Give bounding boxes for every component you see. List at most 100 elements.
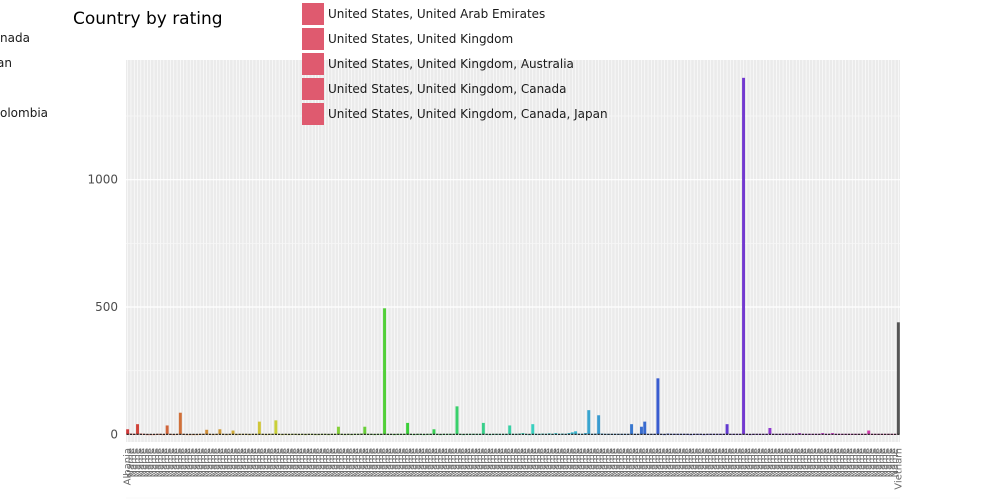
x-tick-label: Name: [748, 448, 759, 478]
x-tick-label: Name: [189, 448, 200, 478]
x-tick-label: Name: [778, 448, 789, 478]
x-tick-label: Name: [393, 448, 404, 478]
x-tick-label: Name: [287, 448, 298, 478]
x-tick-label: Name: [172, 448, 183, 478]
x-tick-label: Name: [623, 448, 634, 478]
x-tick-label: Name: [531, 448, 542, 478]
x-tick-label: Name: [498, 448, 509, 478]
x-tick-label: Name: [768, 448, 779, 478]
bar: [383, 308, 387, 435]
x-tick-label: Name: [804, 448, 815, 478]
bar: [821, 433, 825, 435]
x-tick-label: Name: [208, 448, 219, 478]
x-tick-label: Name: [492, 448, 503, 478]
bar: [630, 424, 634, 435]
x-tick-label: Name: [818, 448, 829, 478]
x-tick-label: Name: [702, 448, 713, 478]
x-tick-label: Name: [887, 448, 898, 478]
legend-swatch: [302, 103, 324, 125]
legend-swatch: [302, 28, 324, 50]
x-tick-label: Name: [627, 448, 638, 478]
x-tick-label: Name: [284, 448, 295, 478]
x-tick-label: Name: [617, 448, 628, 478]
bar: [798, 433, 802, 435]
x-tick-label: Name: [149, 448, 160, 478]
x-tick-label: Name: [834, 448, 845, 478]
x-tick-label: Name: [831, 448, 842, 478]
legend-label: United States, United Arab Emirates: [328, 7, 545, 21]
x-tick-label: Name: [439, 448, 450, 478]
x-tick-label: Name: [725, 448, 736, 478]
bar: [521, 433, 525, 435]
x-tick-label: Name: [683, 448, 694, 478]
x-tick-label: Name: [386, 448, 397, 478]
x-tick-label: Name: [883, 448, 894, 478]
x-tick-label: Name: [449, 448, 460, 478]
x-tick-label: Name: [383, 448, 394, 478]
x-tick-label: Name: [706, 448, 717, 478]
x-tick-label: Name: [722, 448, 733, 478]
y-tick-label: 1000: [87, 173, 118, 187]
x-tick-label: Name: [195, 448, 206, 478]
x-tick-label: Name: [245, 448, 256, 478]
x-tick-label: Name: [468, 448, 479, 478]
x-tick-label: Name: [521, 448, 532, 478]
x-tick-label: Name: [844, 448, 855, 478]
x-tick-label: Name: [175, 448, 186, 478]
x-tick-label: Name: [864, 448, 875, 478]
x-tick-label: Name: [142, 448, 153, 478]
x-tick-label: Albania: [123, 448, 134, 485]
x-tick-label: Name: [221, 448, 232, 478]
x-tick-label: Name: [356, 448, 367, 478]
bar: [432, 429, 436, 435]
x-tick-label: Name: [528, 448, 539, 478]
x-tick-label: Name: [281, 448, 292, 478]
x-tick-label: Name: [235, 448, 246, 478]
x-tick-label: Name: [518, 448, 529, 478]
x-tick-label: Name: [432, 448, 443, 478]
x-tick-label: Name: [327, 448, 338, 478]
x-tick-label: Name: [607, 448, 618, 478]
x-tick-label: Name: [870, 448, 881, 478]
x-tick-label: Name: [241, 448, 252, 478]
x-tick-label: Name: [340, 448, 351, 478]
x-tick-label: Name: [610, 448, 621, 478]
x-tick-label: Name: [785, 448, 796, 478]
x-tick-label: Name: [225, 448, 236, 478]
x-tick-label: Name: [179, 448, 190, 478]
x-tick-label: Name: [689, 448, 700, 478]
x-tick-label: Name: [436, 448, 447, 478]
x-tick-label: Name: [712, 448, 723, 478]
x-tick-label: Name: [307, 448, 318, 478]
x-tick-label: Name: [202, 448, 213, 478]
x-tick-label: Name: [745, 448, 756, 478]
bar: [218, 429, 222, 435]
x-tick-label: Name: [422, 448, 433, 478]
x-tick-label: Name: [633, 448, 644, 478]
x-tick-label: Name: [129, 448, 140, 478]
x-tick-label: Name: [874, 448, 885, 478]
bar: [231, 430, 235, 435]
x-tick-label: Name: [294, 448, 305, 478]
x-tick-label: Name: [742, 448, 753, 478]
legend-label-left: nada: [0, 31, 30, 45]
x-tick-label: Name: [159, 448, 170, 478]
x-tick-label: Name: [169, 448, 180, 478]
x-tick-label: Name: [762, 448, 773, 478]
x-tick-label: Name: [847, 448, 858, 478]
x-tick-label: Name: [297, 448, 308, 478]
x-tick-label: Name: [630, 448, 641, 478]
x-tick-label: Name: [709, 448, 720, 478]
x-tick-label: Name: [541, 448, 552, 478]
x-tick-label: Name: [650, 448, 661, 478]
x-tick-label: Name: [228, 448, 239, 478]
x-tick-label: Name: [488, 448, 499, 478]
y-tick-label: 0: [110, 427, 118, 441]
x-tick-label: Name: [317, 448, 328, 478]
x-tick-label: Name: [215, 448, 226, 478]
x-tick-label: Name: [429, 448, 440, 478]
x-tick-label: Name: [133, 448, 144, 478]
x-tick-label: Name: [320, 448, 331, 478]
x-tick-label: Name: [587, 448, 598, 478]
x-tick-label: Name: [640, 448, 651, 478]
